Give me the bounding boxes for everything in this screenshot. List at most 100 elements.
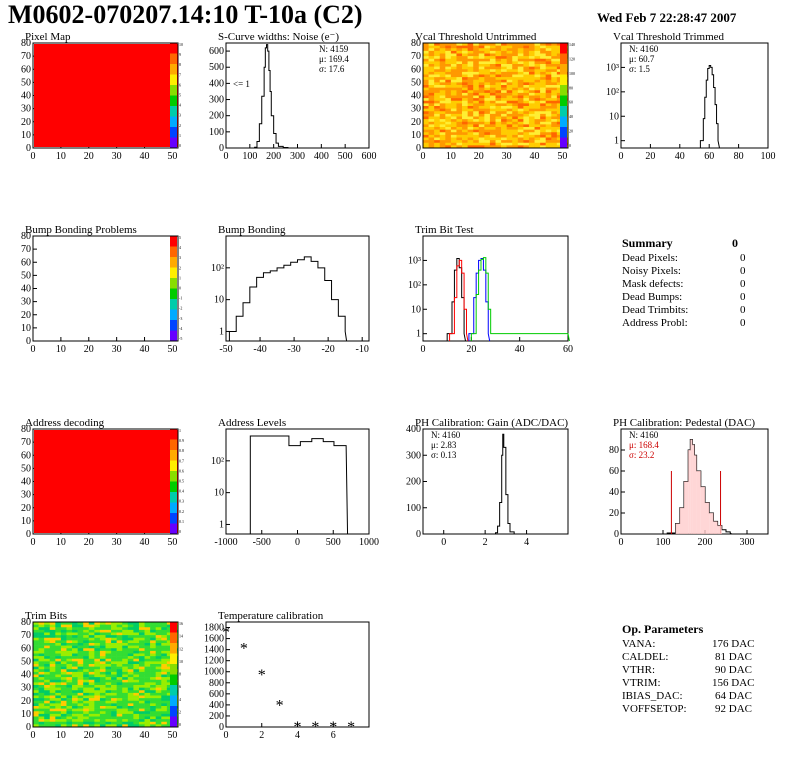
heatmap-cell bbox=[523, 129, 530, 133]
chart-title: Vcal Threshold Untrimmed bbox=[415, 31, 537, 43]
heatmap-cell bbox=[445, 129, 452, 133]
summary-label: Mask defects: bbox=[622, 278, 684, 290]
heatmap-cell bbox=[528, 106, 535, 109]
heatmap-cells bbox=[33, 622, 179, 728]
heatmap-cell bbox=[83, 637, 90, 641]
heatmap-cell bbox=[523, 113, 530, 117]
heatmap-cell bbox=[445, 45, 452, 49]
heatmap-cell bbox=[155, 677, 162, 681]
heatmap-cell bbox=[122, 664, 129, 667]
heatmap-cell bbox=[155, 632, 162, 636]
heatmap-cell bbox=[434, 132, 441, 136]
heatmap-cell bbox=[506, 53, 513, 57]
heatmap-cell bbox=[72, 690, 78, 694]
heatmap-cell bbox=[144, 716, 151, 720]
heatmap-cell bbox=[49, 664, 56, 667]
heatmap-cell bbox=[72, 640, 78, 644]
y-tick-label: 70 bbox=[21, 437, 31, 448]
heatmap-cell bbox=[478, 69, 485, 73]
heatmap-cell bbox=[456, 121, 463, 125]
heatmap-cell bbox=[88, 716, 95, 720]
palette-label: -5 bbox=[179, 336, 182, 341]
heatmap-cell bbox=[512, 103, 519, 107]
series-line bbox=[699, 64, 720, 149]
heatmap-cell bbox=[138, 706, 145, 709]
heatmap-cell bbox=[423, 129, 429, 133]
heatmap-cell bbox=[77, 685, 84, 688]
heatmap-cell bbox=[83, 645, 90, 649]
heatmap-cell bbox=[166, 643, 173, 646]
heatmap-cell bbox=[161, 650, 168, 654]
heatmap-cell bbox=[528, 127, 535, 130]
heatmap-cell bbox=[55, 640, 62, 644]
heatmap-cell bbox=[55, 698, 62, 702]
heatmap-cell bbox=[534, 116, 541, 120]
heatmap-cell bbox=[423, 111, 429, 115]
heatmap-cell bbox=[38, 719, 45, 723]
heatmap-cell bbox=[501, 100, 507, 104]
heatmap-cell bbox=[506, 92, 513, 96]
heatmap-cell bbox=[484, 111, 491, 115]
heatmap-cell bbox=[133, 682, 140, 686]
heatmap-cell bbox=[517, 85, 524, 88]
heatmap-cell bbox=[144, 648, 151, 652]
heatmap-cell bbox=[38, 632, 45, 636]
heatmap-cell bbox=[528, 90, 535, 94]
heatmap-cell bbox=[111, 629, 117, 633]
heatmap-cell bbox=[450, 43, 457, 46]
heatmap-cell bbox=[144, 724, 151, 728]
heatmap-cell bbox=[478, 79, 485, 83]
heatmap-cell bbox=[473, 119, 480, 123]
heatmap-cell bbox=[484, 69, 491, 73]
heatmap-cell bbox=[72, 687, 78, 691]
heatmap-cell bbox=[60, 677, 67, 681]
heatmap-cell bbox=[166, 637, 173, 641]
heatmap-cell bbox=[439, 134, 446, 138]
heatmap-cell bbox=[72, 716, 78, 720]
fit-area bbox=[717, 525, 722, 534]
heatmap-cell bbox=[556, 64, 563, 67]
heatmap-cell bbox=[551, 103, 558, 107]
heatmap-cell bbox=[484, 132, 491, 136]
heatmap-cell bbox=[506, 90, 513, 94]
annotation: <= 1 bbox=[233, 79, 250, 89]
heatmap-cell bbox=[116, 648, 123, 652]
heatmap-cell bbox=[467, 48, 474, 52]
heatmap-cell bbox=[122, 671, 129, 675]
heatmap-cell bbox=[122, 695, 129, 699]
heatmap-cell bbox=[72, 661, 78, 665]
heatmap-cell bbox=[127, 661, 134, 665]
heatmap-cell bbox=[489, 58, 496, 62]
x-tick-label: 80 bbox=[734, 151, 744, 162]
y-tick-label: 10 bbox=[21, 516, 31, 527]
y-tick-label: 1 bbox=[416, 329, 421, 340]
heatmap-cell bbox=[166, 671, 173, 675]
heatmap-cell bbox=[77, 624, 84, 628]
plot-frame bbox=[32, 42, 179, 149]
heatmap-cell bbox=[495, 129, 502, 133]
heatmap-cell bbox=[122, 622, 129, 625]
heatmap-cell bbox=[38, 679, 45, 683]
heatmap-cell bbox=[428, 43, 435, 46]
y-tick-label: 400 bbox=[406, 424, 421, 435]
heatmap-cell bbox=[88, 656, 95, 660]
y-tick-label: 80 bbox=[21, 617, 31, 628]
heatmap-cell bbox=[517, 134, 524, 138]
heatmap-cell bbox=[127, 664, 134, 667]
heatmap-cell bbox=[116, 658, 123, 662]
heatmap-cell bbox=[523, 116, 530, 120]
heatmap-cell bbox=[33, 685, 39, 688]
chart-title: Pixel Map bbox=[25, 31, 71, 43]
heatmap-cell bbox=[467, 61, 474, 65]
heatmap-cell bbox=[523, 82, 530, 86]
heatmap-cell bbox=[99, 677, 106, 681]
heatmap-cell bbox=[512, 129, 519, 133]
heatmap-cell bbox=[122, 679, 129, 683]
heatmap-cell bbox=[523, 92, 530, 96]
heatmap-cell bbox=[77, 674, 84, 678]
heatmap-cell bbox=[133, 624, 140, 628]
heatmap-cell bbox=[512, 61, 519, 65]
heatmap-cell bbox=[94, 640, 101, 644]
